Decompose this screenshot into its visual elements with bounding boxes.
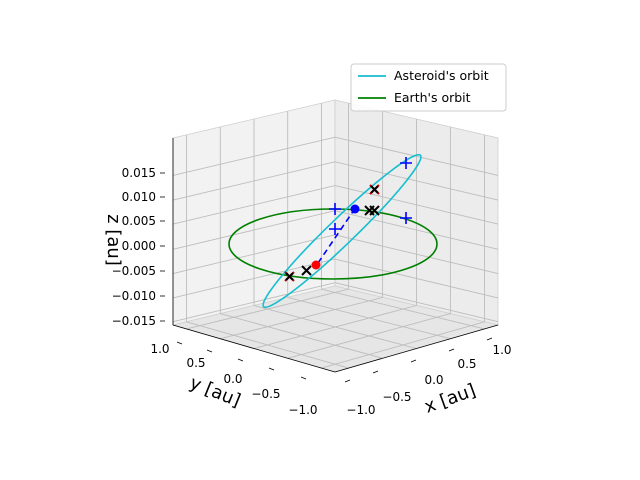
grid-lines <box>172 103 499 369</box>
x-axis-line <box>334 324 499 373</box>
legend-label-asteroid: Asteroid's orbit <box>394 68 489 83</box>
x-tick-label: 0.0 <box>424 373 443 387</box>
plus-markers <box>329 157 412 235</box>
plus-marker <box>400 157 412 169</box>
cross-marker <box>301 265 312 276</box>
grid-line <box>253 305 417 349</box>
x-tick-label: −0.5 <box>382 390 411 404</box>
grid-line <box>334 234 499 275</box>
x-tick-label: 0.5 <box>457 357 476 371</box>
plus-marker <box>329 203 341 215</box>
plus-marker <box>329 223 341 235</box>
grid-line <box>172 136 336 176</box>
cross-marker <box>370 185 379 194</box>
z-tick-label: −0.005 <box>112 264 156 278</box>
y-axis-line <box>172 324 336 373</box>
z-tick-label: 0.015 <box>122 166 156 180</box>
grid-line <box>172 185 336 225</box>
y-tick-label: 0.0 <box>223 372 242 386</box>
grid-line <box>321 321 485 369</box>
grid-line <box>186 288 349 330</box>
grid-line <box>334 185 499 225</box>
cross-markers <box>284 184 380 282</box>
cross-marker <box>369 205 380 216</box>
x-tick-label: −1.0 <box>346 403 375 417</box>
grid-line <box>334 136 499 176</box>
grid-line <box>172 210 336 250</box>
asteroid-orbit-line <box>262 153 422 309</box>
legend-box <box>350 63 507 112</box>
z-tick-label: −0.015 <box>112 314 156 328</box>
plus-marker <box>400 212 412 224</box>
grid-line <box>334 282 499 323</box>
grid-line <box>172 234 336 275</box>
grid-line <box>172 161 336 201</box>
y-tick-label: −1.0 <box>288 403 317 417</box>
grid-line <box>172 282 336 323</box>
x-tick-label: 1.0 <box>492 343 511 357</box>
y-tick-label: −0.5 <box>251 387 280 401</box>
grid-line <box>220 296 383 340</box>
grid-line <box>334 258 499 299</box>
z-tick-label: 0.010 <box>122 190 156 204</box>
z-axis-label: z [au] <box>103 214 124 266</box>
grid-line <box>287 313 451 359</box>
grid-line <box>172 258 336 299</box>
y-tick-label: 0.5 <box>186 356 205 370</box>
legend-label-earth: Earth's orbit <box>394 90 471 105</box>
tick-marks <box>160 172 493 383</box>
y-tick-label: 1.0 <box>150 342 169 356</box>
z-tick-label: −0.010 <box>112 289 156 303</box>
earth-position-dot <box>311 260 321 270</box>
cross-marker <box>285 272 294 281</box>
asteroid-position-dot <box>350 204 360 214</box>
grid-line <box>334 161 499 201</box>
legend: Asteroid's orbit Earth's orbit <box>350 63 507 112</box>
grid-line <box>334 210 499 250</box>
dashed-connector <box>317 209 355 264</box>
z-tick-label: 0.000 <box>122 239 156 253</box>
z-tick-label: 0.005 <box>122 214 156 228</box>
